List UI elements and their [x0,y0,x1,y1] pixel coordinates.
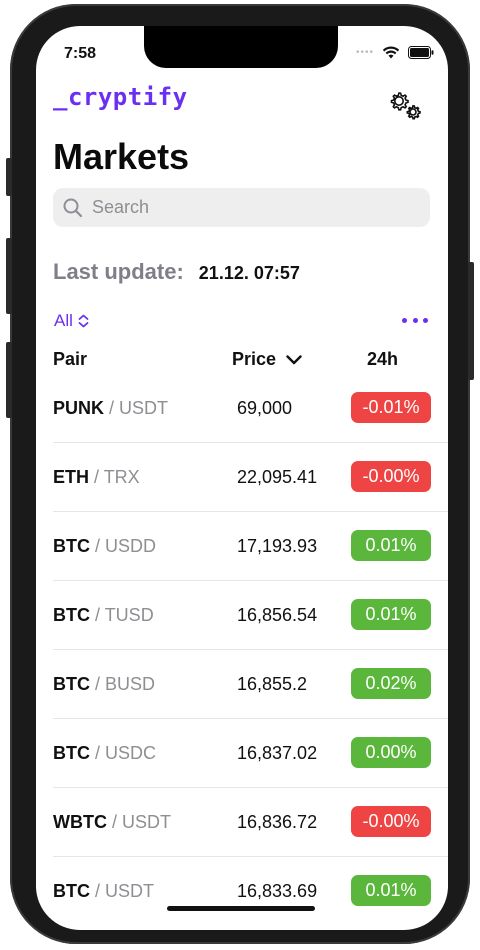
pair-quote: USDT [122,812,171,832]
price-cell: 16,837.02 [237,743,318,763]
pair-quote: TUSD [104,605,154,625]
column-header-24h[interactable]: 24h [367,349,399,369]
table-row[interactable]: BTC / BUSD 16,855.2 0.02% [53,650,448,719]
change-badge: -0.00% [351,806,431,837]
last-update-label: Last update: [53,259,184,284]
price-cell: 69,000 [237,398,293,418]
change-badge: -0.00% [351,461,431,492]
pair-base: PUNK [53,398,105,418]
battery-icon [408,46,434,59]
page-title: Markets [53,136,190,177]
pair-quote: USDD [105,536,157,556]
pair-cell: BTC / BUSD [53,674,156,694]
change-badge: 0.00% [351,737,431,768]
pair-base: BTC [53,536,90,556]
change-badge: 0.01% [351,875,431,906]
chevron-up-down-icon [78,314,89,328]
price-cell: 16,836.72 [237,812,318,832]
pair-cell: BTC / USDT [53,881,155,901]
filter-label: All [54,311,73,330]
table-row[interactable]: PUNK / USDT 69,000 -0.01% [53,374,448,443]
table-row[interactable]: ETH / TRX 22,095.41 -0.00% [53,443,448,512]
last-update: Last update: 21.12. 07:57 [53,259,300,285]
markets-list: PUNK / USDT 69,000 -0.01% ETH / TRX 22,0… [36,374,448,925]
change-badge: 0.02% [351,668,431,699]
pair-base: BTC [53,674,90,694]
last-update-value: 21.12. 07:57 [198,263,300,283]
home-indicator[interactable] [167,906,315,911]
mute-switch [6,158,12,196]
signal-dots-icon: •••• [355,47,374,58]
chevron-down-icon [286,354,302,364]
app-screen: 7:58 •••• _cryptify [36,26,448,930]
table-row[interactable]: BTC / TUSD 16,856.54 0.01% [53,581,448,650]
price-cell: 16,833.69 [237,881,318,901]
change-badge: 0.01% [351,530,431,561]
change-badge: 0.01% [351,599,431,630]
table-row[interactable]: BTC / USDT 16,833.69 0.01% [53,857,448,925]
pair-cell: ETH / TRX [53,467,140,487]
column-header-pair[interactable]: Pair [53,349,88,369]
status-time: 7:58 [64,45,97,62]
pair-cell: PUNK / USDT [53,398,169,418]
column-header-price-label: Price [232,349,277,369]
column-header-price[interactable]: Price [232,349,302,370]
table-row[interactable]: BTC / USDC 16,837.02 0.00% [53,719,448,788]
volume-up-button [6,238,12,314]
pair-base: ETH [53,467,89,487]
pair-base: BTC [53,881,90,901]
search-bar[interactable] [53,188,430,227]
pair-cell: BTC / USDC [53,743,157,763]
wifi-icon [382,46,400,59]
price-cell: 17,193.93 [237,536,318,556]
notch [144,26,338,68]
pair-cell: WBTC / USDT [53,812,171,832]
pair-base: WBTC [53,812,107,832]
price-cell: 16,856.54 [237,605,318,625]
table-row[interactable]: BTC / USDD 17,193.93 0.01% [53,512,448,581]
app-logo: _cryptify [53,83,188,111]
price-cell: 22,095.41 [237,467,318,487]
change-badge: -0.01% [351,392,431,423]
pair-cell: BTC / USDD [53,536,157,556]
pair-quote: TRX [103,467,140,487]
filter-dropdown[interactable]: All [54,311,89,331]
search-input[interactable] [90,196,394,219]
status-icons: •••• [356,46,434,59]
pair-base: BTC [53,605,90,625]
more-dots-icon[interactable] [402,312,428,328]
pair-quote: BUSD [105,674,156,694]
table-row[interactable]: WBTC / USDT 16,836.72 -0.00% [53,788,448,857]
pair-quote: USDT [119,398,169,418]
pair-quote: USDC [105,743,157,763]
volume-down-button [6,342,12,418]
pair-quote: USDT [105,881,155,901]
search-icon [63,198,83,217]
settings-gears-icon[interactable] [388,90,424,122]
pair-cell: BTC / TUSD [53,605,154,625]
power-button [468,262,474,380]
pair-base: BTC [53,743,90,763]
price-cell: 16,855.2 [237,674,308,694]
